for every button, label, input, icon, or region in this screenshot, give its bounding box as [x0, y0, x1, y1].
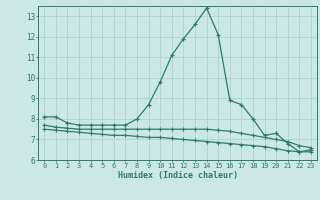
X-axis label: Humidex (Indice chaleur): Humidex (Indice chaleur) — [118, 171, 238, 180]
